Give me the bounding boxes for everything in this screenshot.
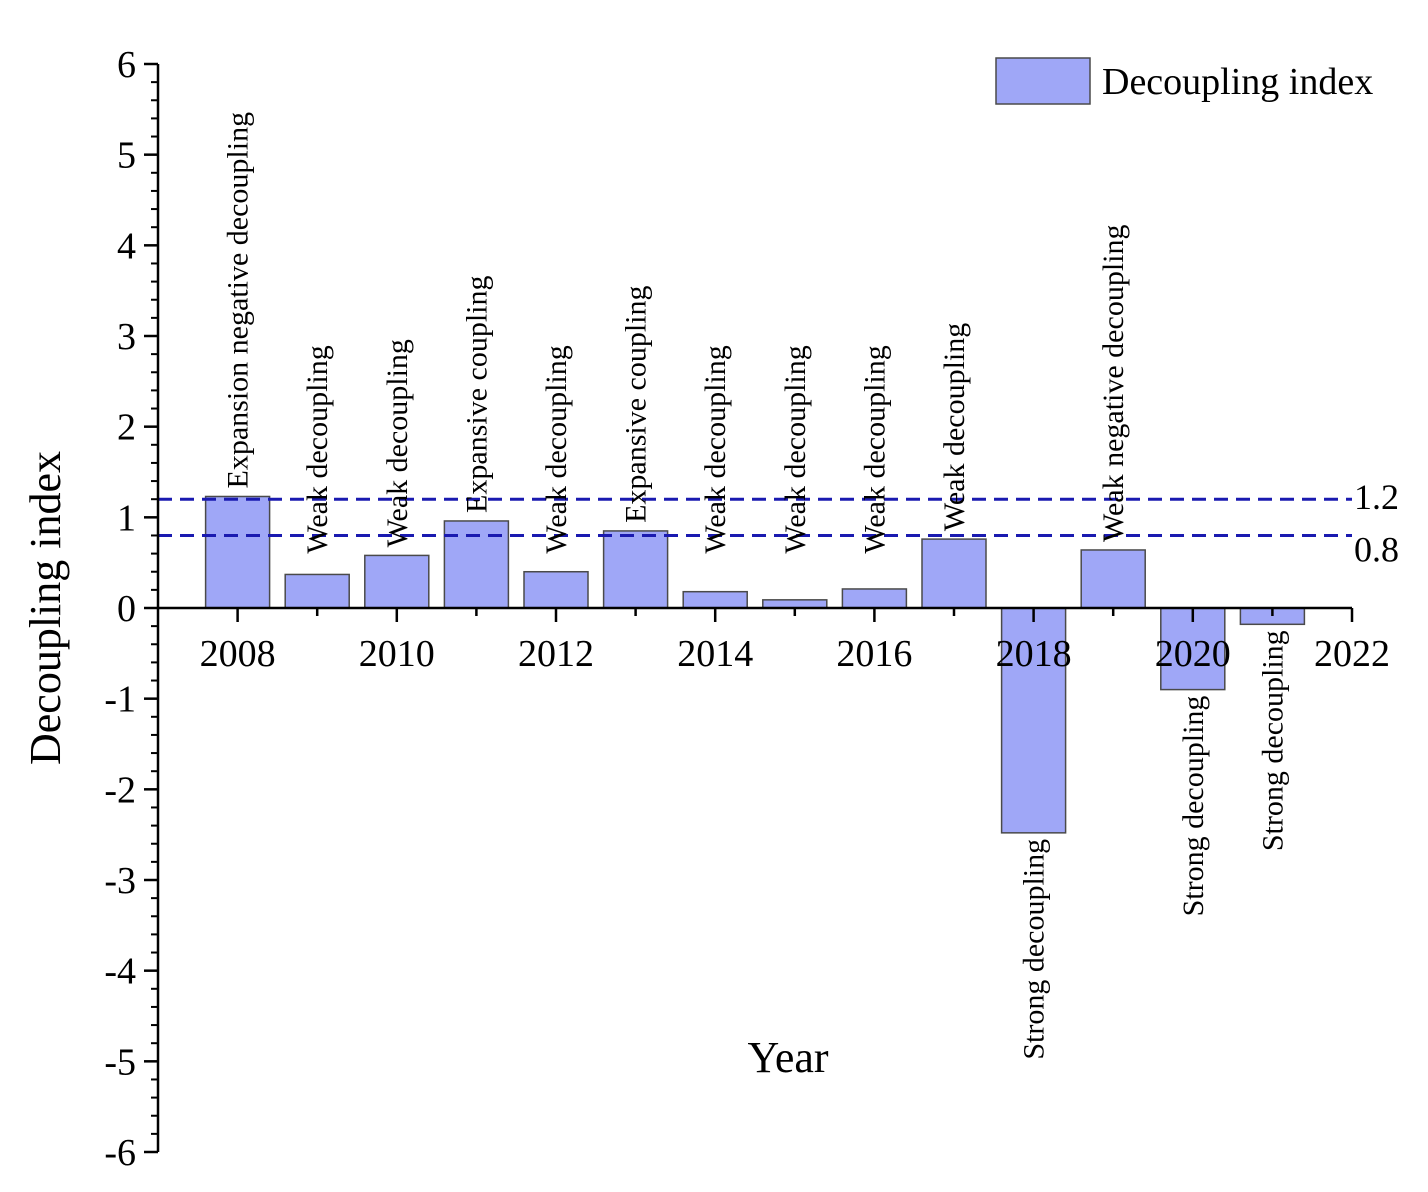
bar-annotation-2010: Weak decoupling <box>381 339 414 547</box>
bar-annotation-2014: Weak decoupling <box>699 345 732 553</box>
bar-annotation-2015: Weak decoupling <box>779 345 812 553</box>
reference-lines <box>158 497 1352 537</box>
bar-annotation-2021: Strong decoupling <box>1256 630 1289 851</box>
legend-label: Decoupling index <box>1102 61 1373 103</box>
y-tick-label: 3 <box>117 316 136 358</box>
bars <box>204 495 1306 834</box>
bar-2018 <box>1000 607 1067 834</box>
bar-2019 <box>1080 549 1146 609</box>
bar-annotation-2020: Strong decoupling <box>1177 696 1210 917</box>
y-tick-label: -1 <box>104 679 136 721</box>
x-tick-label: 2012 <box>518 633 594 675</box>
y-tick-label: -2 <box>104 769 136 811</box>
x-axis-title: Year <box>747 1033 828 1082</box>
y-tick-label: -5 <box>104 1041 136 1083</box>
legend-swatch <box>995 57 1091 105</box>
x-tick-label: 2014 <box>677 633 753 675</box>
y-tick-label: 1 <box>117 497 136 539</box>
y-tick-label: -3 <box>104 860 136 902</box>
legend: Decoupling index <box>995 57 1373 105</box>
y-tick-label: 2 <box>117 407 136 449</box>
x-tick-label: 2016 <box>836 633 912 675</box>
bar-2014 <box>682 590 748 609</box>
bar-annotation-2012: Weak decoupling <box>540 345 573 553</box>
y-tick-label: -6 <box>104 1132 136 1174</box>
x-tick-label: 2020 <box>1155 633 1231 675</box>
x-tick-label: 2018 <box>996 633 1072 675</box>
bar-2017 <box>921 538 987 609</box>
bar-2009 <box>284 573 350 609</box>
bar-annotation-2009: Weak decoupling <box>301 345 334 553</box>
bar-annotation-2013: Expansive coupling <box>620 285 653 522</box>
y-tick-label: 5 <box>117 135 136 177</box>
bar-annotation-2011: Expansive coupling <box>460 276 493 513</box>
bar-annotation-2016: Weak decoupling <box>858 345 891 553</box>
y-tick-label: 6 <box>117 44 136 86</box>
bar-annotation-2018: Strong decoupling <box>1018 839 1051 1060</box>
bar-2013 <box>602 530 669 609</box>
y-tick-label: 0 <box>117 588 136 630</box>
bar-2008 <box>204 495 271 609</box>
x-tick-label: 2022 <box>1314 633 1390 675</box>
bar-annotation-2019: Weak negative decoupling <box>1097 225 1130 542</box>
y-tick-label: -4 <box>104 951 136 993</box>
bar-2012 <box>523 570 589 609</box>
bar-2016 <box>841 588 908 609</box>
x-tick-label: 2008 <box>200 633 276 675</box>
bar-2010 <box>364 554 430 609</box>
reference-label-1.2: 1.2 <box>1354 477 1399 517</box>
axes: -6 -5 -4 -3 -2 -1 0 1 2 3 4 5 6 2008 2010 2012 2014 2016 2… <box>104 44 1390 1174</box>
y-axis-title: Decoupling index <box>21 451 70 765</box>
y-tick-label: 4 <box>117 225 136 267</box>
bar-annotation-2008: Expansion negative decoupling <box>222 112 255 489</box>
x-tick-label: 2010 <box>359 633 435 675</box>
bar-annotations: 1.2 0.8 Expansion negative decoupling Weak … <box>222 112 1399 1060</box>
bar-annotation-2017: Weak decoupling <box>938 323 971 531</box>
reference-label-0.8: 0.8 <box>1354 529 1399 569</box>
